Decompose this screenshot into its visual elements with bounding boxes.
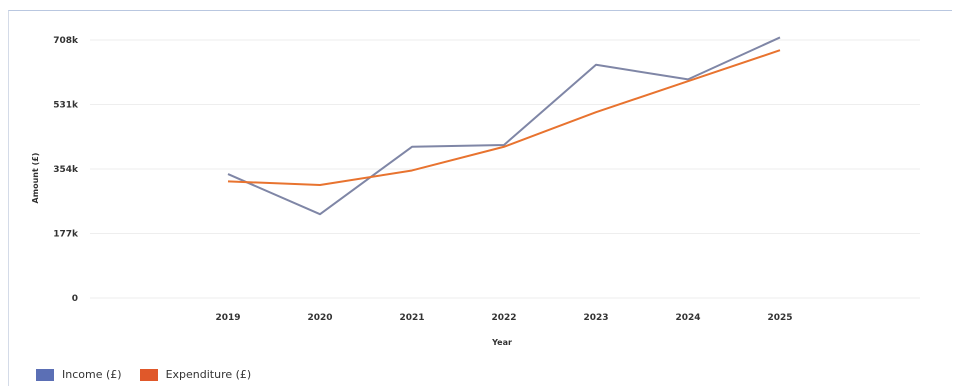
x-tick-label: 2022 [491,313,516,323]
chart-frame [8,10,952,386]
series-line-expenditure [227,49,781,187]
y-tick-label: 531k [53,101,79,111]
x-axis-title: Year [491,338,512,347]
y-axis-title: Amount (£) [31,153,40,204]
y-tick-label: 0 [72,294,78,304]
y-tick-label: 177k [53,230,79,240]
legend-label-income: Income (£) [62,368,122,381]
x-tick-label: 2021 [399,313,424,323]
y-tick-labels: 0 177k 354k 531k 708k [53,36,79,304]
x-tick-label: 2019 [215,313,240,323]
legend-swatch-income [36,368,54,381]
legend-swatch-expenditure [139,368,158,381]
y-tick-label: 354k [53,165,79,175]
y-tick-label: 708k [53,36,79,46]
x-tick-label: 2025 [767,313,792,323]
legend-label-expenditure: Expenditure (£) [165,368,252,381]
x-tick-labels: 2019 2020 2021 2022 2023 2024 2025 [215,313,792,323]
x-tick-label: 2024 [675,313,700,323]
series-line-income [227,36,781,216]
x-tick-label: 2020 [307,313,332,323]
grid-lines [90,39,920,299]
chart-legend: Income (£) Expenditure (£) [36,368,269,381]
legend-item-expenditure[interactable]: Expenditure (£) [139,368,252,381]
legend-item-income[interactable]: Income (£) [36,368,122,381]
x-tick-label: 2023 [583,313,608,323]
series-lines [227,36,781,216]
